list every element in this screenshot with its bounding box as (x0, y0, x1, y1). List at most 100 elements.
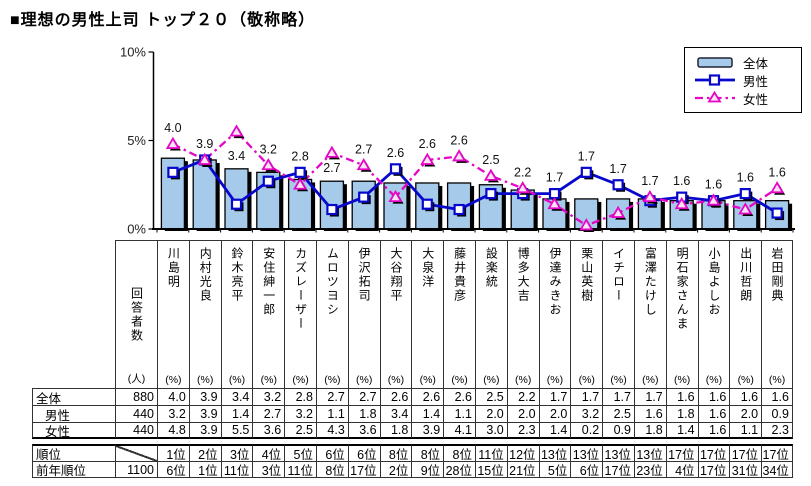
value-cell: 12位 (506, 444, 539, 461)
value-cell: 23位 (633, 461, 666, 478)
value-cell: 2.5 (602, 405, 634, 422)
value-cell: 6位 (570, 461, 603, 478)
svg-text:2.8: 2.8 (291, 149, 308, 163)
value-cell: 3.2 (157, 405, 189, 422)
value-cell: 2.0 (729, 405, 762, 422)
value-cell: 2.3 (761, 422, 793, 439)
legend-label: 女性 (743, 92, 769, 107)
value-cell: 3.9 (411, 422, 444, 439)
value-cell: 1.6 (697, 422, 730, 439)
value-cell: 3.2 (284, 405, 316, 422)
svg-text:3.4: 3.4 (228, 149, 245, 163)
line-triangle-swatch-icon (695, 90, 735, 103)
respondent-count-cell: 440 (115, 405, 157, 422)
value-cell: 3.9 (188, 405, 221, 422)
value-cell: 1.1 (729, 422, 762, 439)
value-cell: 1.8 (665, 405, 698, 422)
value-cell: 1位 (188, 461, 221, 478)
name-header: 大谷翔平 (%) (379, 240, 412, 388)
value-cell: 8位 (379, 444, 412, 461)
value-cell: 1.8 (633, 422, 666, 439)
name-header: 出川哲朗 (%) (729, 240, 762, 388)
name-header: 小島よしお (%) (697, 240, 730, 388)
svg-text:10%: 10% (120, 45, 146, 60)
ranking-table: 回答者数 (人) 川島明 (%) 内村光良 (%) 鈴木亮平 (%) 安住紳一郎 (%) カズレーザ… (32, 240, 793, 478)
value-cell: 2.7 (347, 388, 380, 405)
value-cell: 1.4 (665, 422, 698, 439)
value-cell: 17位 (347, 461, 380, 478)
value-cell: 4.0 (157, 388, 189, 405)
value-cell: 2.3 (506, 422, 539, 439)
svg-text:1.7: 1.7 (609, 162, 626, 176)
name-header: 伊沢拓司 (%) (347, 240, 380, 388)
svg-text:2.5: 2.5 (482, 153, 499, 167)
value-cell: 3.0 (474, 422, 507, 439)
value-cell: 4.1 (443, 422, 475, 439)
value-cell: 1.8 (347, 405, 380, 422)
value-cell: 13位 (538, 444, 571, 461)
name-header: 設楽統 (%) (474, 240, 507, 388)
value-cell: 2.8 (284, 388, 316, 405)
value-cell: 21位 (506, 461, 539, 478)
value-cell: 2.7 (315, 388, 348, 405)
svg-text:1.6: 1.6 (768, 165, 785, 179)
value-cell: 1.7 (633, 388, 666, 405)
value-cell: 11位 (284, 461, 316, 478)
row-label: 女性 (32, 422, 115, 439)
value-cell: 31位 (729, 461, 762, 478)
value-cell: 13位 (633, 444, 666, 461)
line-square-swatch-icon (695, 74, 735, 86)
value-cell: 1.7 (570, 388, 603, 405)
value-cell: 8位 (315, 461, 348, 478)
svg-text:3.2: 3.2 (260, 142, 277, 156)
value-cell: 2.7 (252, 405, 285, 422)
row-label: 男性 (32, 405, 115, 422)
name-header: 内村光良 (%) (188, 240, 221, 388)
svg-text:5%: 5% (127, 133, 146, 148)
value-cell: 11位 (474, 444, 507, 461)
value-cell: 9位 (411, 461, 444, 478)
respondent-count-cell: 440 (115, 422, 157, 439)
value-cell: 3.6 (347, 422, 380, 439)
value-cell: 4位 (252, 444, 285, 461)
svg-text:1.6: 1.6 (705, 178, 722, 192)
value-cell: 3.9 (188, 388, 221, 405)
svg-text:0%: 0% (127, 222, 146, 237)
value-cell: 1.6 (729, 388, 762, 405)
value-cell: 3.4 (379, 405, 412, 422)
value-cell: 2.6 (379, 388, 412, 405)
value-cell: 6位 (347, 444, 380, 461)
svg-text:1.7: 1.7 (578, 149, 595, 163)
svg-text:2.6: 2.6 (387, 146, 404, 160)
svg-text:3.9: 3.9 (196, 137, 213, 151)
respondent-count-cell: 880 (115, 388, 157, 405)
value-cell: 3.2 (252, 388, 285, 405)
value-cell: 0.9 (761, 405, 793, 422)
value-cell: 17位 (697, 461, 730, 478)
svg-text:2.2: 2.2 (514, 165, 531, 179)
value-cell: 17位 (697, 444, 730, 461)
value-cell: 0.9 (602, 422, 634, 439)
value-cell: 2.0 (538, 405, 571, 422)
value-cell: 17位 (665, 444, 698, 461)
value-cell: 3位 (252, 461, 285, 478)
value-cell: 15位 (474, 461, 507, 478)
value-cell: 1.6 (665, 388, 698, 405)
svg-text:2.6: 2.6 (419, 137, 436, 151)
value-cell: 2.5 (284, 422, 316, 439)
value-cell: 5位 (284, 444, 316, 461)
name-header: 岩田剛典 (%) (761, 240, 793, 388)
value-cell: 2位 (188, 444, 221, 461)
respondent-count-cell: 1100 (115, 461, 157, 478)
svg-text:4.0: 4.0 (164, 121, 181, 135)
value-cell: 11位 (220, 461, 253, 478)
legend-item-2: 女性 (693, 89, 793, 107)
value-cell: 13位 (570, 444, 603, 461)
svg-text:2.7: 2.7 (355, 142, 372, 156)
respondent-count-header: 回答者数 (人) (115, 240, 157, 388)
legend-label: 男性 (743, 74, 769, 89)
value-cell: 17位 (729, 444, 762, 461)
value-cell: 1.4 (538, 422, 571, 439)
value-cell: 2.6 (411, 388, 444, 405)
